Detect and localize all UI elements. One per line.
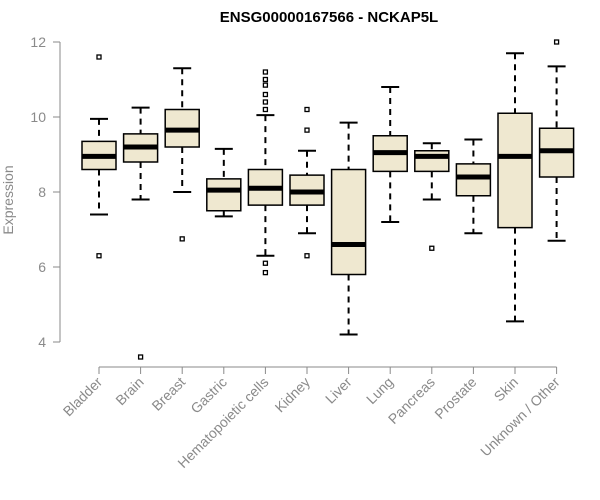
outlier-point	[137, 354, 144, 360]
box-lung	[372, 86, 408, 223]
outlier-point	[262, 260, 269, 266]
box-prostate	[455, 138, 492, 235]
box-breast	[164, 67, 200, 242]
y-tick-label: 12	[30, 34, 46, 50]
outlier-point	[304, 127, 310, 133]
box-pancreas	[414, 142, 450, 251]
iqr-box	[414, 150, 450, 173]
outlier-point	[553, 39, 560, 45]
outlier-point	[96, 253, 102, 259]
y-tick-label: 10	[30, 109, 46, 125]
x-tick-label: Lung	[363, 374, 396, 407]
y-axis-label: Expression	[0, 165, 16, 234]
box-gastric	[206, 147, 242, 218]
outlier-point	[262, 76, 269, 83]
outlier-point	[304, 253, 310, 259]
box-liver	[330, 121, 367, 336]
chart-title: ENSG00000167566 - NCKAP5L	[220, 9, 438, 26]
y-tick-label: 4	[38, 334, 46, 350]
iqr-box	[497, 112, 533, 229]
outlier-point	[262, 269, 269, 276]
x-tick-label: Breast	[148, 374, 188, 414]
boxes-group	[81, 39, 575, 360]
x-tick-label: Liver	[322, 374, 355, 407]
x-tick-label: Prostate	[431, 374, 479, 422]
iqr-box	[455, 163, 492, 197]
outlier-point	[262, 99, 269, 105]
x-tick-label: Brain	[112, 374, 146, 408]
y-tick-label: 6	[38, 259, 46, 275]
outlier-point	[262, 69, 269, 75]
box-kidney	[289, 106, 325, 259]
box-hematopoietic-cells	[247, 69, 284, 276]
box-unknown-other	[538, 39, 575, 242]
outlier-point	[262, 106, 269, 113]
outlier-point	[96, 54, 102, 60]
iqr-box	[330, 168, 367, 276]
outlier-point	[262, 91, 269, 98]
y-axis: 4 6 8 10 12	[30, 34, 61, 350]
iqr-box	[206, 178, 242, 212]
x-tick-label: Skin	[491, 374, 522, 405]
x-tick-label: Bladder	[60, 374, 106, 420]
outlier-point	[179, 236, 185, 242]
x-tick-label: Kidney	[272, 374, 314, 416]
outlier-point	[262, 82, 269, 88]
y-tick-label: 8	[38, 184, 46, 200]
outlier-point	[429, 245, 435, 251]
box-brain	[122, 106, 159, 360]
x-tick-label: Unknown / Other	[477, 374, 563, 460]
outlier-point	[304, 106, 310, 113]
box-skin	[497, 52, 533, 323]
box-bladder	[81, 54, 117, 259]
